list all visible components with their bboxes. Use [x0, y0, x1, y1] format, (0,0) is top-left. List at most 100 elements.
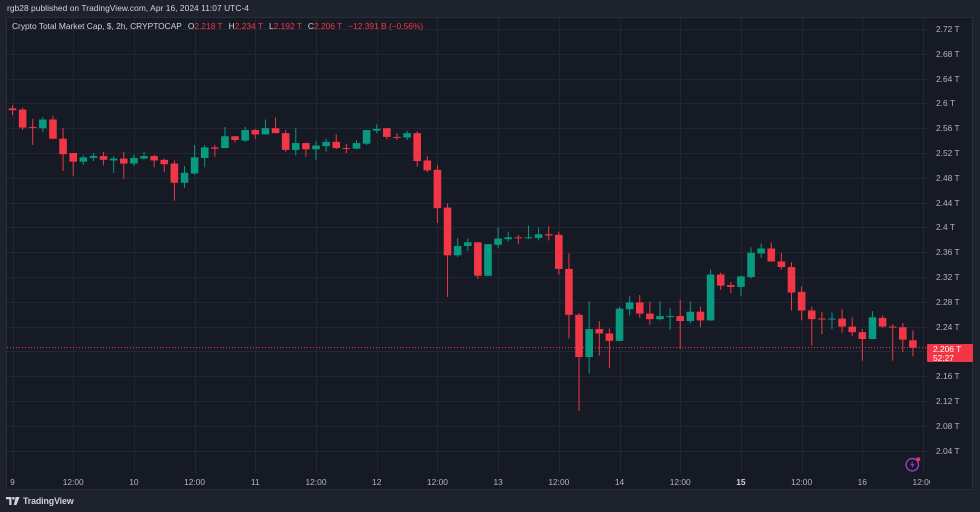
candle-body [453, 246, 462, 256]
candle [585, 301, 593, 374]
candle [534, 227, 543, 241]
candle [281, 130, 290, 152]
candle-body [302, 143, 310, 150]
candle-body [888, 326, 897, 328]
candle [727, 281, 735, 294]
candle [332, 134, 341, 150]
candle-body [59, 138, 67, 155]
price-axis[interactable]: 2.72 T 2.68 T 2.64 T 2.6 T 2.56 T 2.52 T 2.48 … [930, 18, 972, 473]
candle-body [585, 329, 593, 357]
candle-body [362, 130, 371, 144]
candle-body [595, 329, 604, 334]
candle-body [625, 302, 634, 310]
price-axis-label: 2.32 T [936, 272, 960, 282]
candle-body [777, 261, 786, 268]
candle-body [403, 133, 411, 138]
candle [312, 141, 320, 160]
candle-body [696, 311, 705, 321]
price-axis-label: 2.44 T [936, 197, 960, 208]
candle [28, 118, 37, 145]
legend-symbol: Crypto Total Market Cap, $, 2h, CRYPTOCA… [12, 21, 182, 31]
candle-body [474, 242, 482, 276]
candle-body [342, 148, 351, 150]
candle [221, 126, 229, 149]
legend-high-label: H [228, 21, 235, 31]
candle [615, 306, 624, 341]
candle [828, 312, 836, 330]
candle [170, 160, 179, 201]
candle [868, 311, 877, 339]
candle [484, 244, 492, 276]
candle [818, 311, 826, 335]
candle [555, 231, 563, 275]
candle-body [767, 248, 776, 262]
legend-change: −12.391 B (−0.56%) [348, 21, 424, 31]
published-info: rgb28 published on TradingView.com, Apr … [7, 3, 249, 13]
candle [777, 252, 786, 270]
candle-body [656, 316, 664, 320]
candle [271, 117, 280, 134]
candle [838, 309, 846, 333]
candle-body [909, 340, 917, 348]
candle-body [180, 172, 189, 183]
tradingview-logo: TradingView [6, 496, 74, 506]
candle-body [79, 157, 88, 162]
candle [807, 306, 816, 346]
candle [524, 225, 533, 240]
candle-body [605, 333, 614, 341]
price-axis-label: 2.36 T [936, 247, 960, 258]
candle-body [231, 136, 239, 140]
candle-body [504, 237, 513, 240]
candle-body [666, 316, 674, 318]
time-axis-label: 11 [250, 477, 260, 487]
time-axis[interactable]: 9 12:00 10 12:00 11 12:00 12 12:00 13 12:00 14 12:0… [7, 473, 930, 489]
candle-body [575, 314, 583, 357]
candle-body [433, 169, 442, 209]
candle-body [49, 119, 57, 139]
candle-body [251, 130, 260, 135]
candle-body [221, 136, 229, 149]
candle [241, 126, 249, 142]
candle [79, 155, 88, 165]
candle-body [747, 252, 755, 277]
chart-plot-area[interactable] [7, 18, 930, 473]
last-price-tag: 2.206 T 52:27 [927, 344, 973, 362]
lightning-icon[interactable] [904, 456, 921, 473]
candle [676, 299, 685, 349]
candle [140, 151, 148, 160]
candle [423, 156, 432, 173]
candle-body [160, 159, 169, 165]
candle [89, 153, 98, 162]
candle-body [797, 291, 806, 311]
candle-body [868, 317, 877, 339]
time-axis-label: 12:00 [912, 477, 930, 487]
candle-body [565, 268, 573, 315]
candle [302, 142, 310, 157]
candle-body [757, 248, 765, 254]
price-axis-label: 2.16 T [936, 371, 960, 382]
candle-body [727, 285, 735, 287]
candle-body [838, 318, 846, 327]
candle [494, 227, 502, 248]
time-axis-label: 12:00 [62, 477, 84, 487]
candle-body [18, 109, 27, 128]
legend-low-value: 2.192 T [273, 21, 302, 31]
brand-name: TradingView [23, 496, 74, 506]
candle [291, 128, 300, 156]
candle-body [393, 136, 401, 138]
candle [909, 330, 917, 357]
legend-low-label: L [268, 21, 274, 31]
price-axis-label: 2.68 T [936, 48, 960, 59]
candle [625, 296, 634, 316]
candle [474, 242, 482, 279]
candle [109, 156, 118, 173]
candle-body [686, 311, 695, 322]
grid-lines [7, 18, 930, 473]
candle-body [787, 267, 796, 293]
candle-body [150, 156, 158, 161]
candle-body [858, 332, 867, 339]
candle [372, 124, 381, 134]
legend-open-label: O [187, 21, 195, 31]
candle [362, 130, 371, 145]
